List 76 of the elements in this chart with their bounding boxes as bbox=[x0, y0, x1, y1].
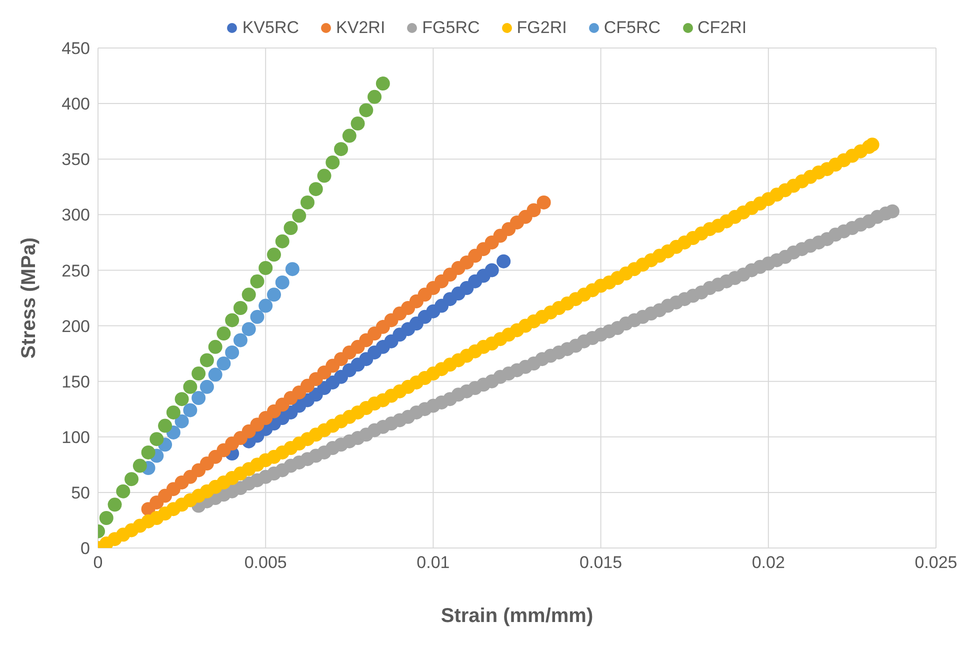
point bbox=[192, 366, 206, 381]
point bbox=[258, 298, 273, 313]
point bbox=[292, 208, 306, 223]
point bbox=[124, 472, 139, 486]
x-tick-label: 0.005 bbox=[244, 553, 287, 572]
point bbox=[342, 128, 356, 143]
point bbox=[242, 322, 256, 336]
x-tick-label: 0.015 bbox=[580, 553, 622, 572]
point bbox=[132, 458, 147, 473]
point bbox=[174, 392, 189, 406]
point bbox=[258, 261, 273, 275]
point bbox=[174, 414, 189, 428]
point bbox=[158, 418, 172, 433]
point bbox=[200, 380, 214, 394]
x-axis-title: Strain (mm/mm) bbox=[440, 605, 594, 628]
point bbox=[108, 498, 122, 512]
point bbox=[225, 313, 240, 328]
point bbox=[141, 445, 156, 460]
y-axis-title: Stress (MPa) bbox=[18, 237, 40, 359]
point bbox=[359, 103, 374, 118]
point bbox=[368, 90, 382, 104]
legend-label: CF5RC bbox=[604, 18, 661, 38]
y-tick-label: 50 bbox=[71, 483, 90, 502]
point bbox=[183, 380, 198, 394]
point bbox=[242, 288, 256, 302]
legend-label: FG5RC bbox=[422, 18, 480, 38]
point bbox=[496, 254, 511, 268]
point bbox=[116, 484, 130, 498]
legend-label: FG2RI bbox=[516, 18, 567, 38]
y-tick-label: 350 bbox=[62, 150, 90, 170]
point bbox=[334, 142, 348, 156]
point bbox=[536, 195, 551, 210]
point bbox=[317, 168, 332, 183]
y-tick-label: 100 bbox=[62, 428, 90, 447]
y-tick-label: 0 bbox=[80, 539, 90, 558]
point bbox=[526, 203, 541, 218]
point bbox=[484, 263, 499, 278]
point bbox=[250, 310, 264, 324]
y-tick-label: 300 bbox=[62, 206, 90, 225]
point bbox=[200, 353, 214, 368]
point bbox=[225, 345, 240, 360]
point bbox=[326, 155, 340, 170]
x-tick-label: 0.01 bbox=[416, 553, 450, 572]
point bbox=[166, 405, 180, 420]
legend-label: KV2RI bbox=[336, 18, 386, 38]
x-tick-label: 0.025 bbox=[914, 553, 958, 572]
point bbox=[99, 511, 114, 525]
y-tick-label: 250 bbox=[62, 261, 90, 280]
point bbox=[285, 262, 300, 276]
point bbox=[284, 221, 298, 235]
point bbox=[216, 326, 231, 341]
point bbox=[308, 182, 323, 196]
point bbox=[350, 116, 365, 131]
point bbox=[192, 391, 206, 405]
point bbox=[216, 356, 231, 371]
point bbox=[250, 274, 264, 288]
point bbox=[208, 368, 222, 382]
point bbox=[183, 403, 198, 418]
y-tick-label: 400 bbox=[62, 94, 90, 114]
legend-label: CF2RI bbox=[698, 18, 747, 38]
x-tick-label: 0.02 bbox=[752, 553, 785, 572]
y-tick-label: 450 bbox=[62, 39, 90, 58]
y-tick-label: 200 bbox=[62, 316, 90, 336]
legend-label: KV5RC bbox=[242, 18, 300, 38]
point bbox=[150, 432, 164, 446]
point bbox=[275, 234, 290, 248]
point bbox=[266, 288, 281, 302]
point bbox=[208, 340, 222, 354]
y-tick-label: 150 bbox=[62, 372, 90, 392]
point bbox=[300, 195, 314, 210]
point bbox=[266, 248, 281, 262]
point bbox=[275, 275, 290, 290]
point bbox=[233, 301, 248, 315]
point bbox=[376, 76, 390, 91]
point bbox=[233, 333, 248, 348]
x-tick-label: 0 bbox=[93, 553, 103, 572]
